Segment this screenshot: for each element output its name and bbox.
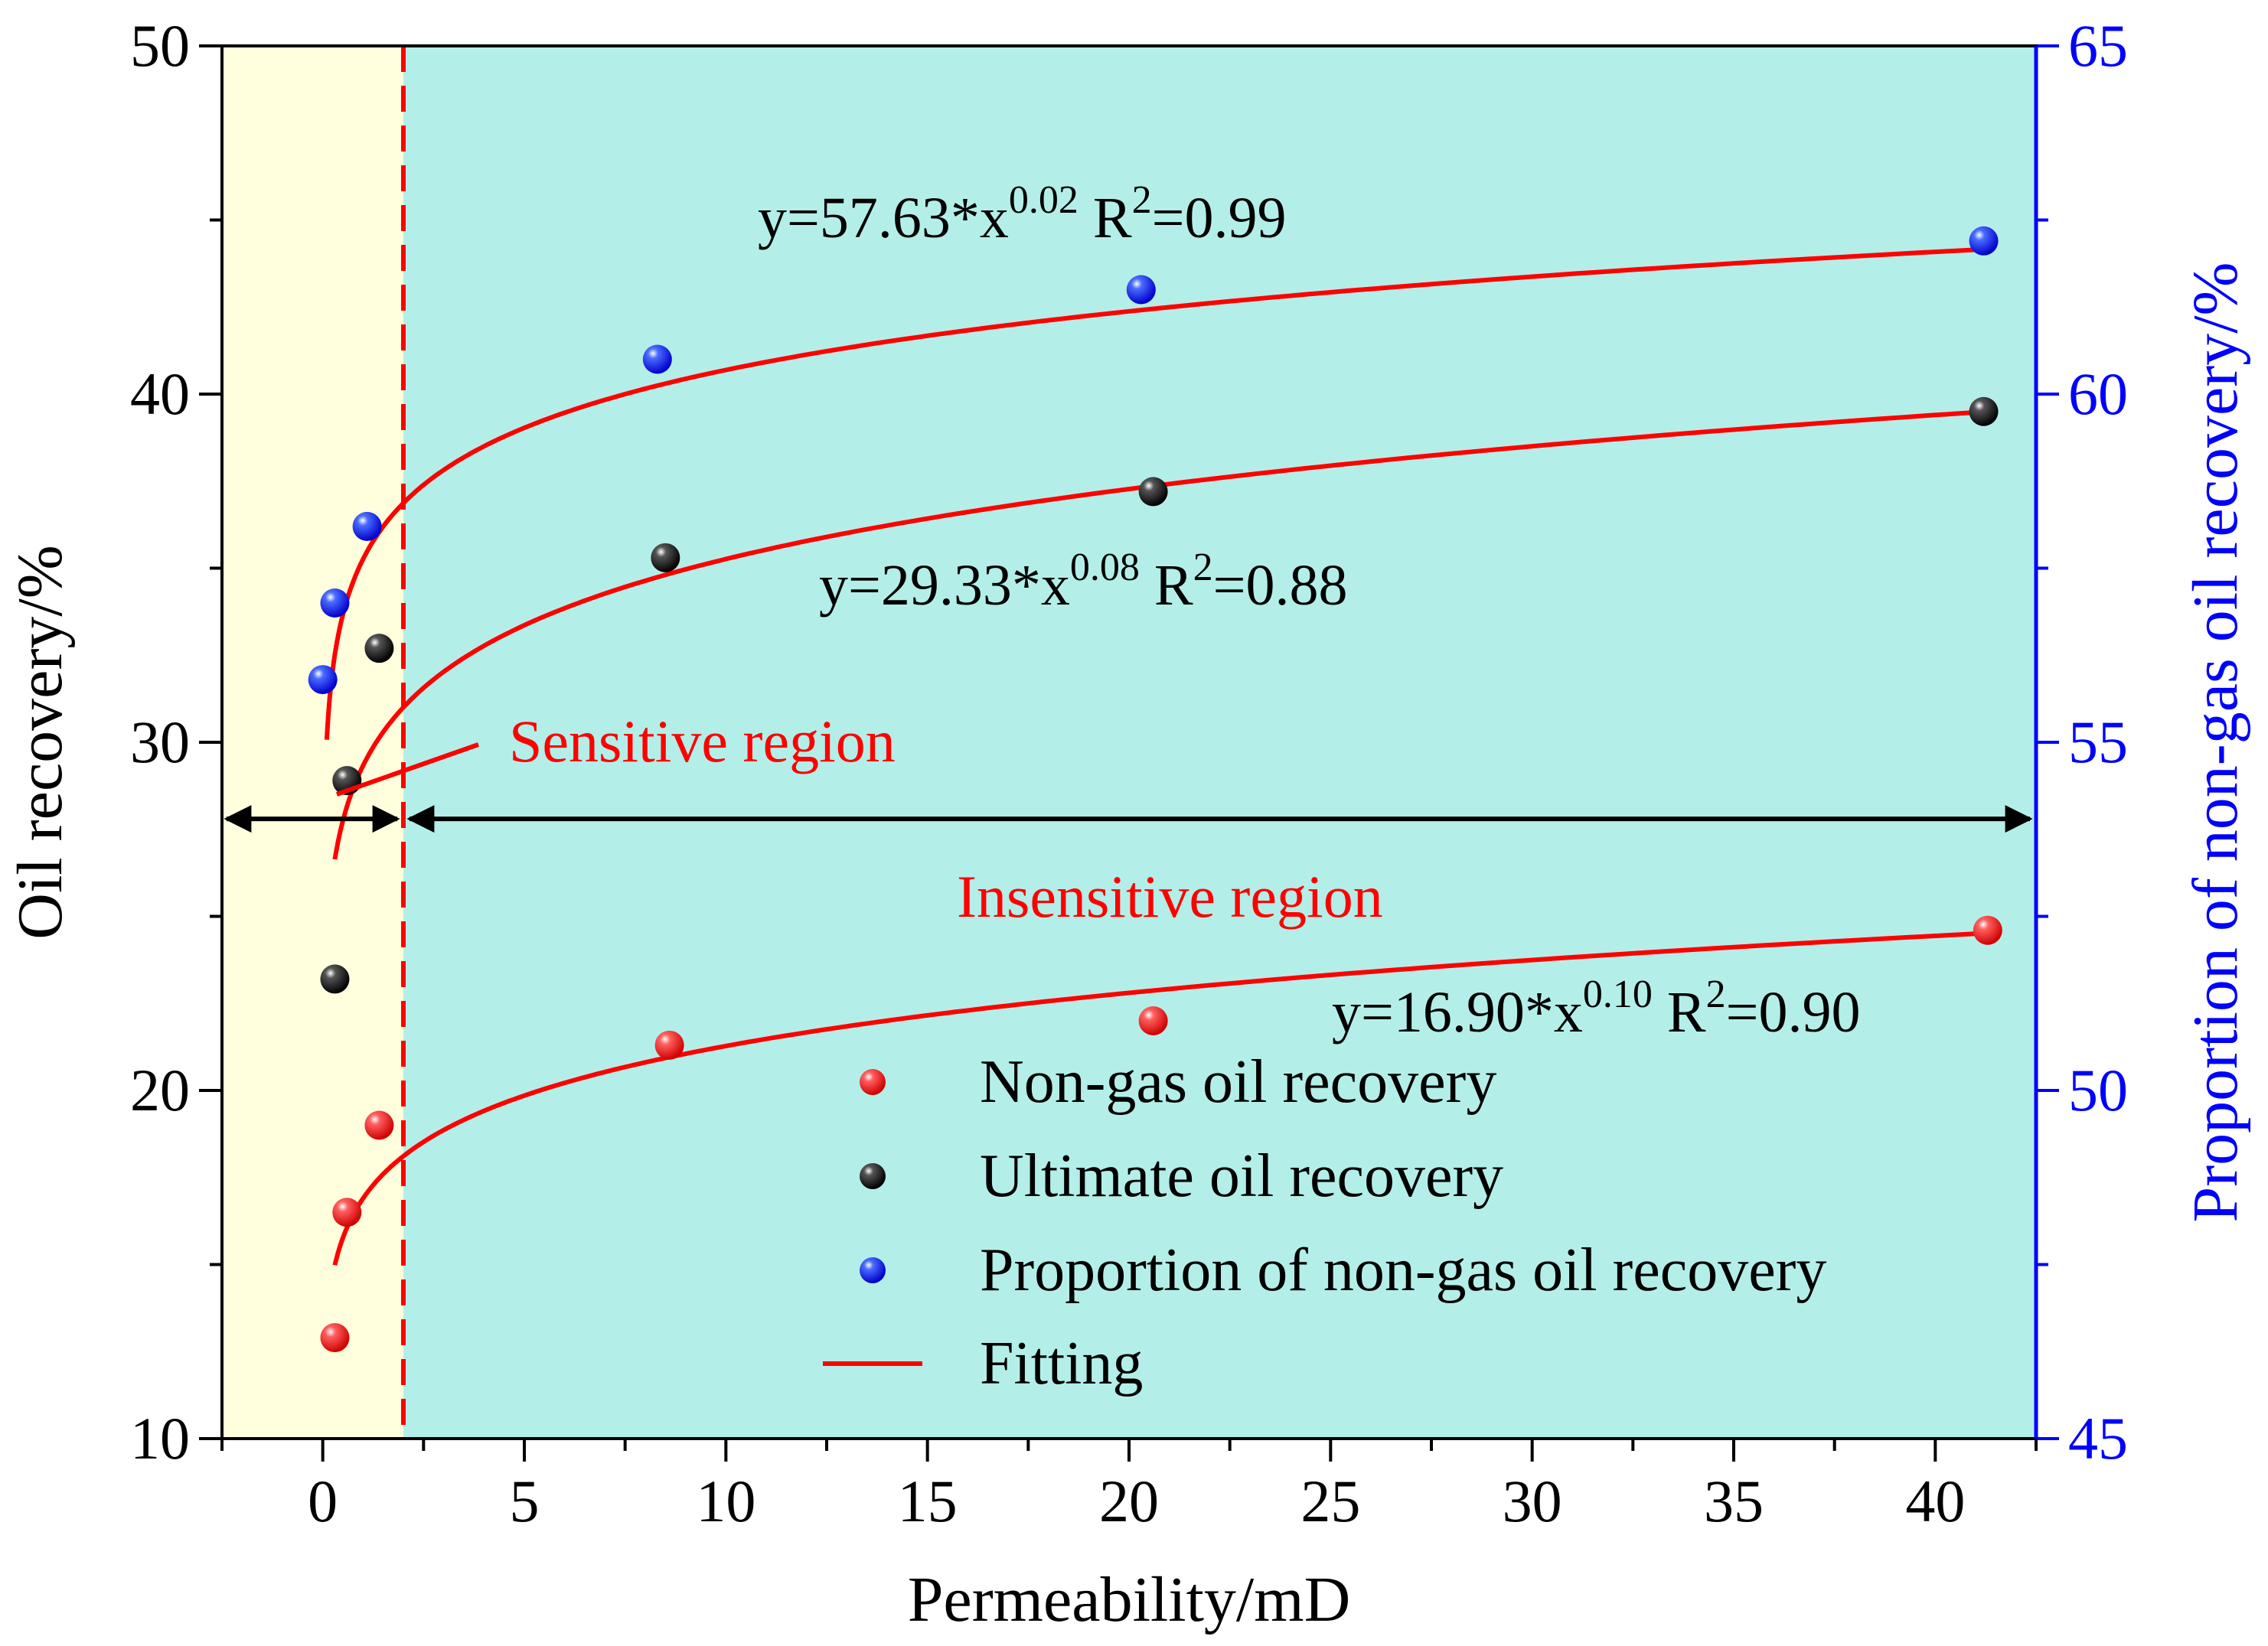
x-tick-label: 15	[898, 1468, 958, 1534]
left-y-tick-label: 40	[130, 360, 190, 427]
right-y-tick-label: 55	[2068, 709, 2128, 775]
legend-marker	[860, 1257, 886, 1283]
data-points	[308, 226, 2002, 1353]
legend-label: Fitting	[980, 1330, 1143, 1397]
x-tick-label: 10	[696, 1468, 755, 1534]
data-point	[332, 1198, 362, 1227]
right-y-tick-label: 60	[2068, 360, 2128, 427]
x-axis-title: Permeability/mD	[908, 1564, 1351, 1635]
legend: Non-gas oil recovery Ultimate oil recover…	[823, 1048, 1826, 1397]
x-tick-label: 25	[1300, 1468, 1360, 1534]
x-tick-label: 35	[1704, 1468, 1764, 1534]
right-y-axis-title: Proportion of non-gas oil recovery/%	[2180, 262, 2251, 1222]
x-axis-ticks: 0 5 10 15 20 25 30 35 40	[220, 1439, 2038, 1534]
data-point	[364, 1110, 394, 1140]
left-y-axis-title: Oil recovery/%	[5, 545, 76, 939]
sensitive-region-background	[222, 46, 403, 1439]
x-tick-label: 5	[510, 1468, 540, 1534]
data-point	[1138, 477, 1168, 507]
data-point	[642, 344, 672, 374]
legend-marker	[860, 1069, 886, 1095]
data-point	[320, 1323, 350, 1353]
right-y-tick-label: 45	[2068, 1405, 2128, 1472]
x-tick-label: 0	[308, 1468, 338, 1534]
data-point	[1973, 915, 2002, 945]
insensitive-region-background	[403, 46, 2036, 1439]
fit-equations: y=16.90*x0.10 R2=0.90 y=29.33*x0.08 R2=0.…	[758, 178, 1860, 1045]
fit-curve	[324, 246, 1984, 740]
insensitive-region-label: Insensitive region	[957, 863, 1383, 930]
legend-marker	[860, 1163, 886, 1189]
sensitive-region-pointer	[336, 742, 479, 797]
right-y-tick-label: 50	[2068, 1057, 2128, 1123]
left-y-tick-label: 30	[130, 709, 190, 775]
fit-curve	[332, 409, 1984, 860]
data-point	[1969, 396, 1999, 426]
data-point	[320, 964, 350, 994]
left-y-axis-ticks: 10 20 30 40 50	[130, 12, 222, 1472]
x-tick-label: 20	[1099, 1468, 1159, 1534]
fit-equation: y=16.90*x0.10 R2=0.90	[1332, 973, 1860, 1045]
sensitive-region-label: Sensitive region	[509, 708, 896, 774]
data-point	[654, 1030, 684, 1060]
right-y-tick-label: 65	[2068, 12, 2128, 79]
data-point	[364, 634, 394, 663]
fit-equation: y=57.63*x0.02 R2=0.99	[758, 178, 1286, 250]
data-point	[1126, 275, 1156, 305]
data-point	[651, 543, 680, 572]
data-point	[320, 588, 350, 618]
data-point	[1138, 1006, 1168, 1035]
x-tick-label: 30	[1503, 1468, 1562, 1534]
right-y-axis-ticks: 45 50 55 60 65	[2036, 12, 2128, 1472]
data-point	[308, 665, 338, 695]
legend-label: Ultimate oil recovery	[980, 1142, 1503, 1210]
data-point	[352, 511, 382, 541]
fit-equation: y=29.33*x0.08 R2=0.88	[819, 546, 1347, 618]
legend-label: Non-gas oil recovery	[980, 1048, 1496, 1116]
x-tick-label: 40	[1905, 1468, 1965, 1534]
legend-label: Proportion of non-gas oil recovery	[980, 1237, 1826, 1304]
left-y-tick-label: 50	[130, 12, 190, 79]
left-y-tick-label: 10	[130, 1405, 190, 1472]
left-y-tick-label: 20	[130, 1057, 190, 1123]
data-point	[1969, 226, 1999, 256]
